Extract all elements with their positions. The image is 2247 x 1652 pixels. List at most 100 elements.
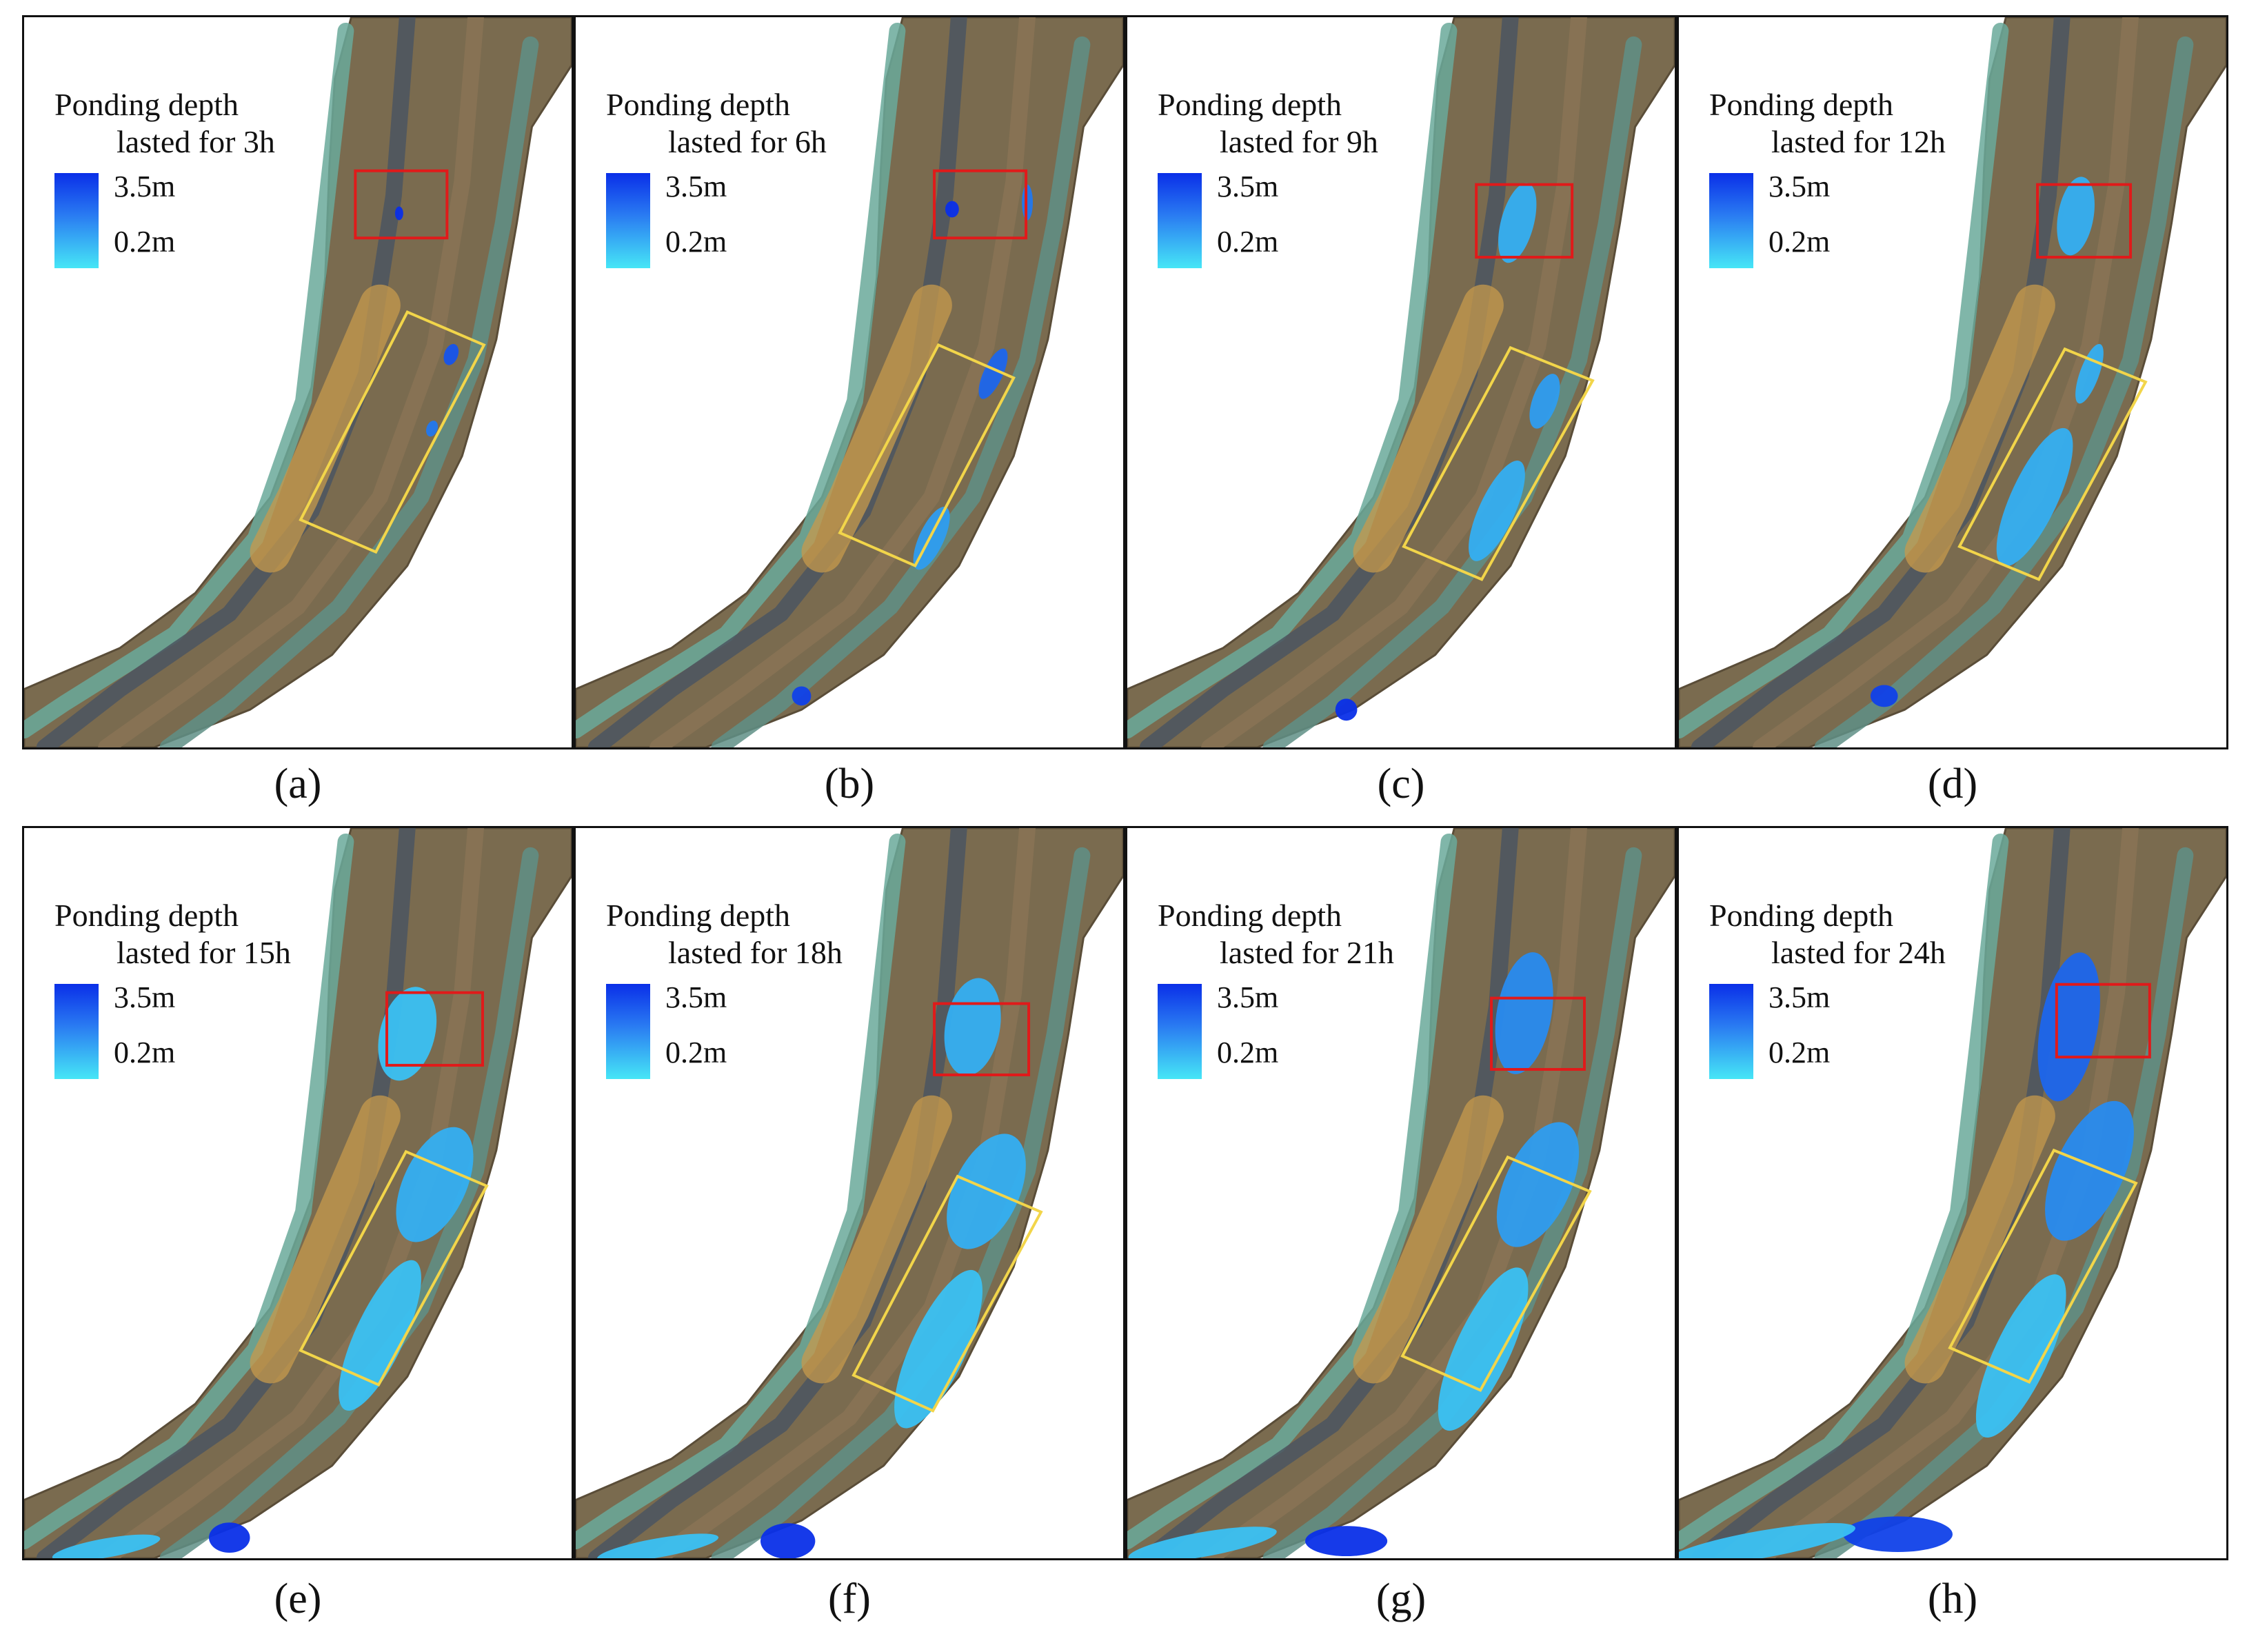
legend-duration: lasted for 15h (117, 935, 291, 970)
legend-scale: 3.5m 0.2m (1709, 170, 1946, 270)
caption-b: (b) (824, 760, 875, 807)
ponding-patches (394, 206, 459, 437)
panel-b: Ponding depth lasted for 6h 3.5m 0.2m (574, 15, 1125, 749)
legend-color-bar (606, 984, 650, 1079)
ponding-patch (1022, 184, 1033, 221)
panel-e: Ponding depth lasted for 15h 3.5m 0.2m (22, 826, 574, 1560)
ponding-patch (1870, 685, 1898, 707)
ponding-patch (1975, 1274, 2066, 1438)
ponding-patch (1335, 698, 1358, 721)
red-highlight-box (1490, 996, 1586, 1071)
terrain-belt (1262, 36, 1642, 747)
aerial-map (24, 828, 572, 1558)
legend-min-label: 0.2m (114, 225, 176, 259)
aerial-map (1679, 828, 2226, 1558)
legend-max-label: 3.5m (1769, 170, 1831, 203)
yellow-highlight-box (1948, 1148, 2138, 1384)
ponding-patch (792, 686, 812, 706)
ponding-patch (2075, 343, 2104, 404)
ponding-patch (2045, 1100, 2134, 1241)
ponding-patch (1128, 1527, 1277, 1558)
legend-min-label: 0.2m (1769, 225, 1831, 259)
legend-min-label: 0.2m (665, 225, 727, 259)
legend-color-bar (606, 173, 650, 268)
red-highlight-box (933, 169, 1028, 240)
legend-color-bar (1709, 173, 1753, 268)
legend-duration: lasted for 3h (117, 124, 275, 159)
ponding-patch (1496, 1122, 1580, 1247)
legend: Ponding depth lasted for 6h 3.5m 0.2m (606, 86, 827, 270)
legend-title: Ponding depth (54, 87, 239, 122)
legend-max-label: 3.5m (1769, 980, 1831, 1014)
caption-c: (c) (1377, 760, 1425, 807)
legend-title: Ponding depth (1158, 87, 1342, 122)
excavation-area (1904, 284, 2055, 573)
ponding-patch (1305, 1526, 1388, 1557)
ponding-patch (978, 348, 1008, 399)
legend: Ponding depth lasted for 9h 3.5m 0.2m (1158, 86, 1378, 270)
legend-color-bar (1158, 984, 1202, 1079)
legend-color-bar (54, 984, 99, 1079)
legend-min-label: 0.2m (1217, 225, 1279, 259)
site-terrain (576, 17, 1123, 747)
legend-title: Ponding depth (606, 87, 791, 122)
yellow-highlight-box (299, 1149, 489, 1387)
panel-d: Ponding depth lasted for 12h 3.5m 0.2m (1677, 15, 2228, 749)
ponding-patch (1498, 183, 1537, 263)
legend-min-label: 0.2m (1769, 1036, 1831, 1069)
red-highlight-box (2055, 983, 2151, 1059)
ponding-patch (597, 1533, 719, 1558)
legend-color-bar (54, 173, 99, 268)
legend-scale: 3.5m 0.2m (1158, 170, 1378, 270)
ponding-patch (378, 987, 437, 1081)
ponding-patch (394, 206, 403, 221)
ponding-patch (443, 343, 459, 365)
terrain-belt (98, 17, 484, 747)
legend-duration: lasted for 18h (668, 935, 843, 970)
aerial-map (1679, 17, 2226, 747)
legend-max-label: 3.5m (665, 980, 727, 1014)
yellow-highlight-box (1402, 345, 1595, 581)
legend: Ponding depth lasted for 18h 3.5m 0.2m (606, 897, 843, 1080)
legend-duration: lasted for 6h (668, 124, 827, 159)
ponding-patch (1438, 1267, 1529, 1431)
legend-scale: 3.5m 0.2m (54, 170, 275, 270)
excavation-area (1353, 284, 1504, 573)
ponding-patch (52, 1534, 161, 1558)
excavation-area (1353, 1095, 1504, 1384)
caption-d: (d) (1927, 760, 1978, 807)
legend-title: Ponding depth (54, 898, 239, 933)
ponding-patch (947, 1134, 1026, 1249)
legend-title: Ponding depth (606, 898, 791, 933)
ponding-patch (1469, 461, 1525, 561)
legend-duration: lasted for 12h (1771, 124, 1946, 159)
legend-min-label: 0.2m (1217, 1036, 1279, 1069)
ponding-patch (426, 421, 439, 437)
excavation-area (250, 284, 401, 573)
terrain-belt (1814, 847, 2194, 1558)
legend-scale: 3.5m 0.2m (606, 170, 827, 270)
ponding-patch (1495, 952, 1553, 1074)
legend-max-label: 3.5m (1217, 980, 1279, 1014)
ponding-patch (1996, 427, 2073, 567)
terrain-belt (1201, 17, 1587, 747)
aerial-map (576, 17, 1123, 747)
legend-min-label: 0.2m (114, 1036, 176, 1069)
legend-title: Ponding depth (1709, 87, 1894, 122)
legend-max-label: 3.5m (114, 980, 176, 1014)
aerial-map (576, 828, 1123, 1558)
caption-f: (f) (828, 1575, 871, 1622)
terrain-belt (711, 36, 1091, 747)
yellow-highlight-box (852, 1174, 1043, 1413)
legend-max-label: 3.5m (1217, 170, 1279, 203)
excavation-area (801, 1095, 952, 1384)
terrain-belt (159, 36, 539, 747)
legend-scale: 3.5m 0.2m (54, 980, 291, 1080)
ponding-patches (1870, 177, 2104, 707)
excavation-area (1904, 1095, 2055, 1384)
ponding-patch (1529, 374, 1560, 429)
legend-duration: lasted for 21h (1220, 935, 1394, 970)
ponding-patch (894, 1269, 983, 1429)
panel-c: Ponding depth lasted for 9h 3.5m 0.2m (1125, 15, 1677, 749)
